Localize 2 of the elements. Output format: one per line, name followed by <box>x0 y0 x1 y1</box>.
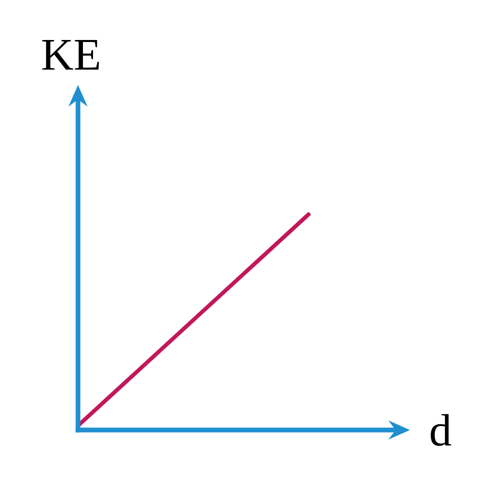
x-axis-title: d <box>430 414 452 446</box>
y-axis-title: KE <box>42 40 99 70</box>
